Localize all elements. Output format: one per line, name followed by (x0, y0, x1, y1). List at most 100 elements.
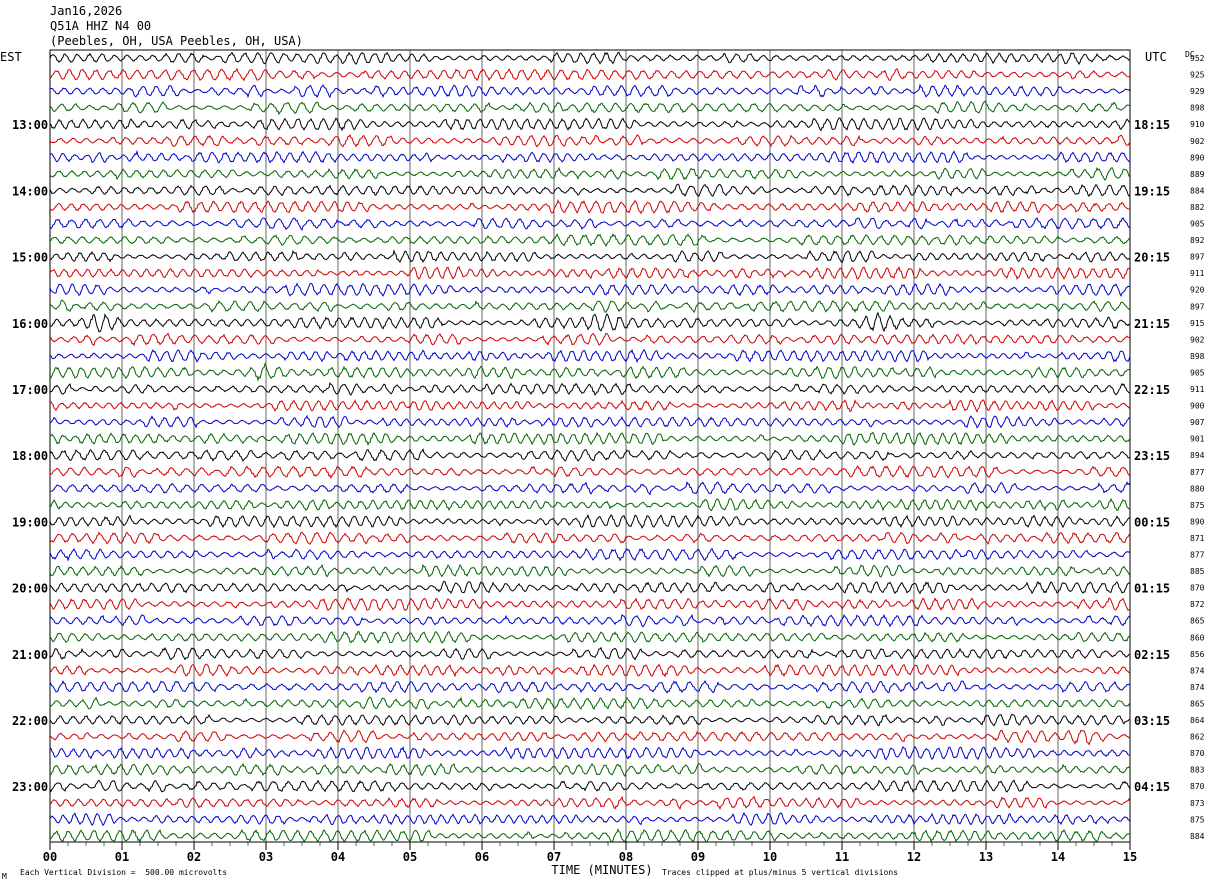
trace-8 (49, 183, 1131, 198)
dc-offset-label: 900 (1190, 402, 1205, 411)
hour-labels: 13:00 14:00 15:00 16:00 17:00 18:00 19:00 20:00… (12, 118, 1170, 794)
header-date: Jan16,2026 (50, 4, 123, 18)
right-timezone-label: UTC (1145, 50, 1167, 64)
plot-frame (49, 49, 1131, 843)
left-hour-label: 18:00 (12, 449, 48, 463)
dc-offset-label: 897 (1190, 253, 1205, 262)
clip-note: Traces clipped at plus/minus 5 vertical … (662, 868, 899, 877)
trace-39 (49, 696, 1131, 710)
right-hour-label: 19:15 (1134, 184, 1170, 198)
trace-35 (49, 630, 1131, 644)
x-tick-label: 12 (907, 850, 921, 864)
trace-31 (49, 563, 1131, 578)
trace-18 (49, 348, 1131, 364)
dc-offset-label: 865 (1190, 699, 1205, 708)
trace-29 (49, 531, 1131, 546)
x-tick-label: 01 (115, 850, 129, 864)
trace-14 (49, 282, 1131, 298)
trace-37 (49, 663, 1131, 678)
dc-offset-label: 897 (1190, 302, 1205, 311)
trace-36 (49, 646, 1130, 661)
trace-9 (49, 199, 1131, 215)
dc-offset-label: 877 (1190, 551, 1205, 560)
dc-offset-label: 889 (1190, 170, 1205, 179)
dc-offset-label: 885 (1190, 567, 1205, 576)
trace-16 (49, 311, 1131, 333)
trace-0 (49, 51, 1131, 66)
trace-3 (49, 100, 1131, 116)
dc-offset-label: 894 (1190, 451, 1205, 460)
dc-offset-label: 952 (1190, 54, 1205, 63)
dc-offset-label: 884 (1190, 186, 1205, 195)
left-hour-label: 14:00 (12, 184, 48, 198)
trace-22 (49, 414, 1131, 429)
x-axis-title: TIME (MINUTES) (551, 863, 652, 877)
x-tick-label: 08 (619, 850, 633, 864)
dc-offset-label: 875 (1190, 501, 1205, 510)
dc-offset-label: 910 (1190, 120, 1205, 129)
trace-41 (49, 729, 1131, 746)
dc-offset-label: 875 (1190, 815, 1205, 824)
right-hour-label: 18:15 (1134, 118, 1170, 132)
right-hour-label: 02:15 (1134, 648, 1170, 662)
right-hour-label: 21:15 (1134, 317, 1170, 331)
right-hour-label: 20:15 (1134, 251, 1170, 265)
dc-offset-labels: 952 925 929 898 910 902 890 889 884 882 905 892 897 9… (1190, 54, 1205, 841)
corner-mark: M (2, 872, 7, 881)
trace-38 (49, 680, 1131, 694)
trace-30 (49, 547, 1131, 562)
dc-offset-label: 911 (1190, 385, 1205, 394)
dc-offset-label: 864 (1190, 716, 1205, 725)
dc-offset-label: 898 (1190, 104, 1205, 113)
right-hour-label: 04:15 (1134, 780, 1170, 794)
dc-offset-label: 890 (1190, 517, 1205, 526)
trace-4 (49, 117, 1131, 132)
right-hour-label: 03:15 (1134, 714, 1170, 728)
x-tick-label: 11 (835, 850, 849, 864)
dc-offset-label: 873 (1190, 799, 1205, 808)
trace-20 (49, 381, 1131, 397)
trace-12 (49, 248, 1131, 264)
dc-offset-label: 880 (1190, 484, 1205, 493)
trace-10 (49, 217, 1131, 231)
trace-32 (49, 580, 1131, 595)
x-tick-label: 02 (187, 850, 201, 864)
right-hour-label: 01:15 (1134, 582, 1170, 596)
dc-offset-label: 856 (1190, 650, 1205, 659)
trace-17 (49, 332, 1131, 347)
dc-offset-label: 892 (1190, 236, 1205, 245)
trace-19 (49, 362, 1131, 382)
x-tick-label: 15 (1123, 850, 1137, 864)
dc-offset-label: 915 (1190, 319, 1205, 328)
trace-15 (49, 299, 1131, 314)
dc-offset-label: 905 (1190, 220, 1205, 229)
trace-26 (49, 480, 1131, 496)
trace-23 (49, 431, 1131, 447)
trace-46 (49, 811, 1131, 827)
dc-offset-label: 872 (1190, 600, 1205, 609)
dc-offset-label: 901 (1190, 435, 1205, 444)
x-tick-label: 07 (547, 850, 561, 864)
x-axis: 00 01 02 03 04 05 06 07 08 09 10 11 12 13 14 15 (43, 842, 1137, 864)
right-hour-label: 00:15 (1134, 515, 1170, 529)
left-hour-label: 23:00 (12, 780, 48, 794)
trace-45 (49, 795, 1131, 811)
dc-offset-label: 907 (1190, 418, 1205, 427)
x-tick-label: 00 (43, 850, 57, 864)
dc-offset-label: 874 (1190, 666, 1205, 675)
dc-offset-label: 925 (1190, 71, 1205, 80)
left-timezone-label: EST (0, 50, 22, 64)
trace-34 (49, 613, 1131, 628)
grid-lines (49, 49, 1131, 843)
x-tick-label: 04 (331, 850, 345, 864)
dc-offset-label: 911 (1190, 269, 1205, 278)
dc-offset-label: 882 (1190, 203, 1205, 212)
dc-offset-label: 865 (1190, 617, 1205, 626)
left-hour-label: 20:00 (12, 582, 48, 596)
left-hour-label: 21:00 (12, 648, 48, 662)
dc-label: DC (1185, 50, 1195, 59)
dc-offset-label: 905 (1190, 368, 1205, 377)
dc-offset-label: 884 (1190, 832, 1205, 841)
dc-offset-label: 871 (1190, 534, 1205, 543)
left-hour-label: 19:00 (12, 515, 48, 529)
